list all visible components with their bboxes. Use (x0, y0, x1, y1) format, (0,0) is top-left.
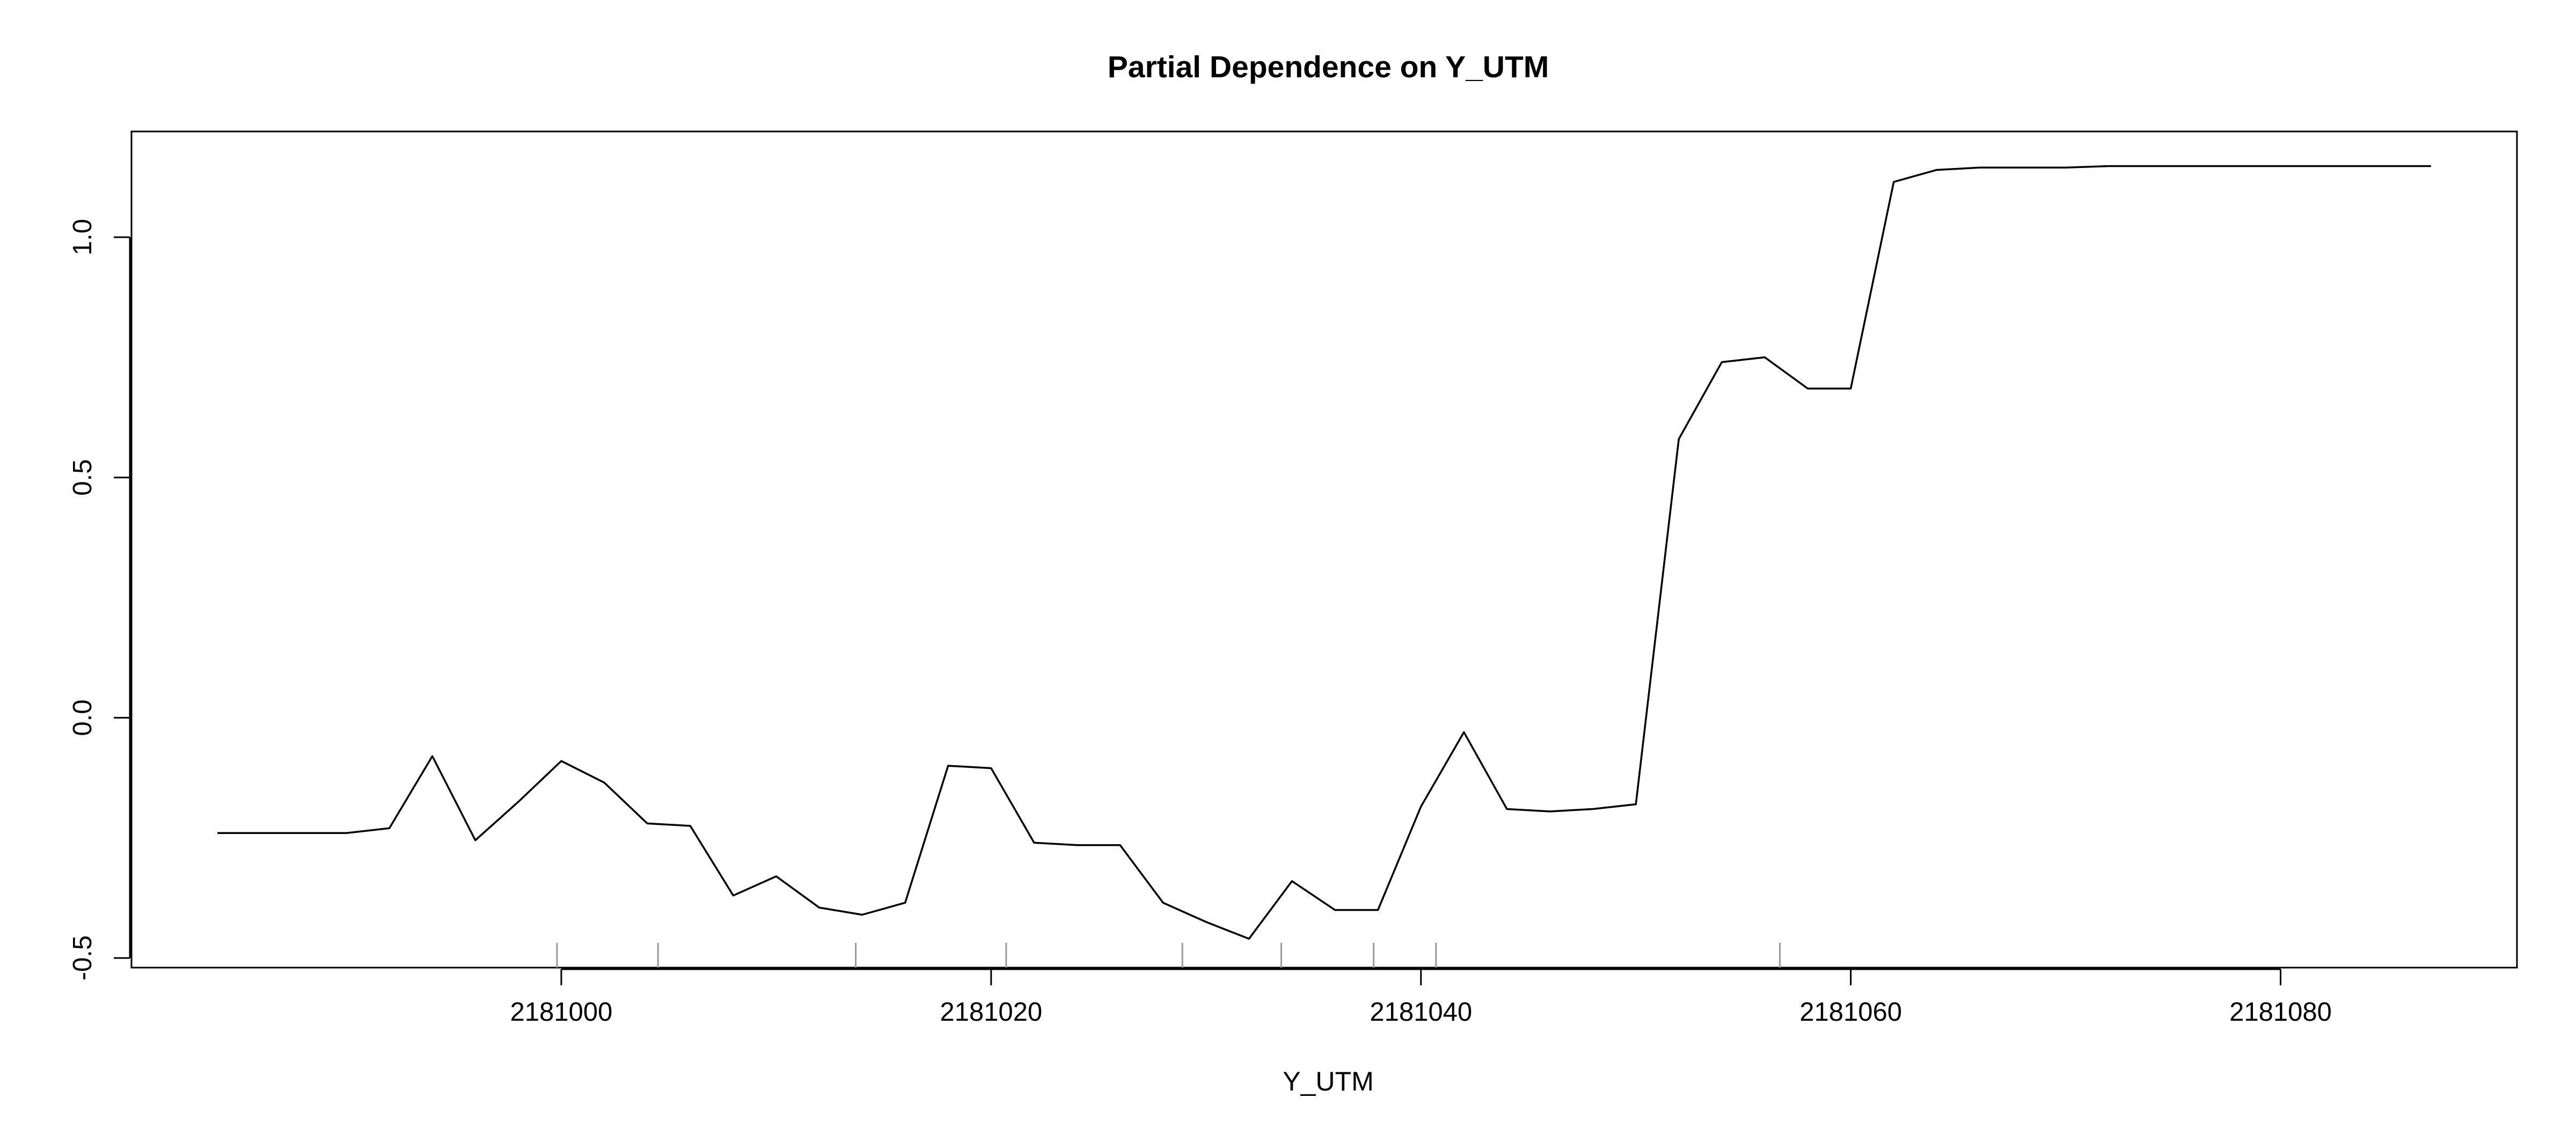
x-axis-label: Y_UTM (1283, 1066, 1373, 1096)
x-tick-label-1: 2181020 (940, 998, 1042, 1027)
x-axis: 2181000 2181020 2181040 2181060 2181080 (510, 968, 2332, 1027)
chart-title: Partial Dependence on Y_UTM (1108, 50, 1549, 84)
series-line-0 (217, 165, 2431, 940)
x-tick-label-2: 2181040 (1370, 998, 1472, 1027)
x-tick-label-4: 2181080 (2229, 998, 2332, 1027)
x-tick-label-3: 2181060 (1799, 998, 1902, 1027)
y-tick-label-1: 0.0 (68, 699, 97, 736)
rug-marks (556, 943, 1781, 968)
y-tick-label-0: -0.5 (68, 935, 97, 980)
plot-area-frame (130, 130, 2518, 969)
y-tick-label-3: 1.0 (68, 219, 97, 255)
y-axis: -0.5 0.0 0.5 1.0 (68, 219, 131, 980)
series-group (217, 165, 2431, 940)
y-tick-label-2: 0.5 (68, 459, 97, 496)
x-tick-label-0: 2181000 (510, 998, 613, 1027)
